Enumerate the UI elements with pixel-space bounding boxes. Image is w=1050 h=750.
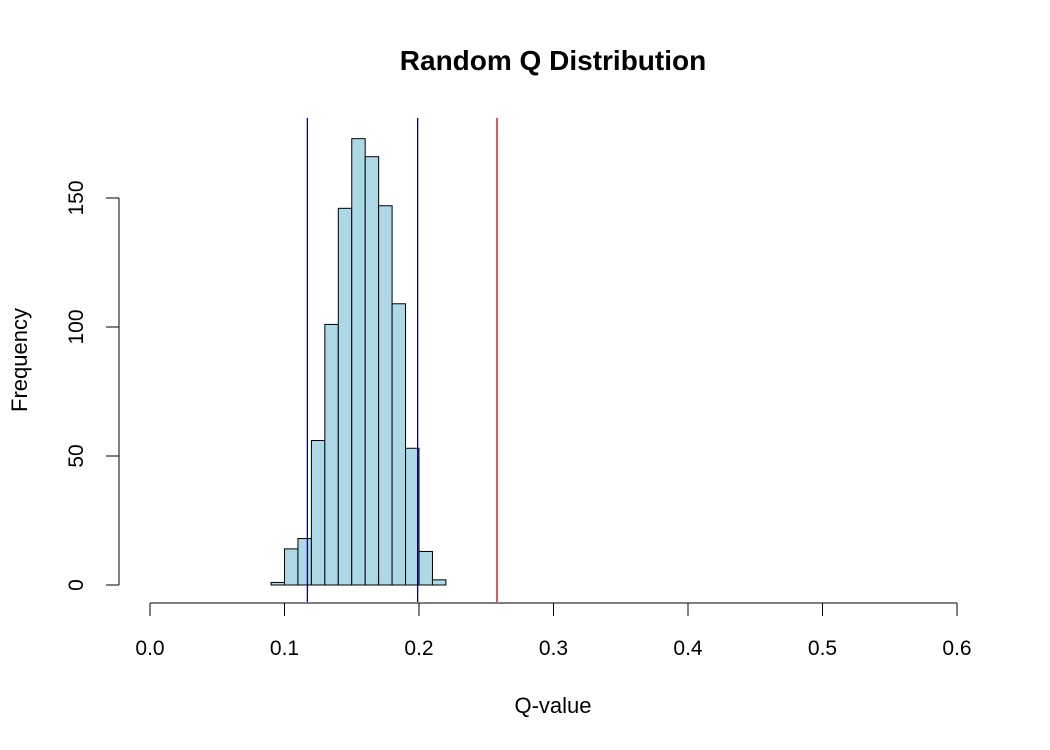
x-tick-label-6: 0.6 (942, 637, 971, 660)
histogram-bar-6 (351, 138, 366, 586)
histogram-bar-1 (284, 548, 299, 586)
x-tick-label-0: 0.0 (135, 637, 164, 660)
x-tick-label-4: 0.4 (673, 637, 703, 660)
x-tick-label-3: 0.3 (539, 637, 568, 660)
x-axis-label: Q-value (514, 693, 591, 718)
histogram-bar-0 (270, 581, 285, 586)
y-axis: 0 50 100 150 (65, 180, 120, 591)
histogram-bar-3 (310, 440, 326, 586)
histogram-bar-8 (378, 205, 393, 586)
histogram-bar-12 (431, 579, 447, 586)
histogram-bar-7 (364, 156, 380, 586)
y-tick-label-0: 0 (65, 579, 88, 591)
chart-title: Random Q Distribution (400, 45, 706, 76)
reference-lines (306, 118, 498, 602)
x-axis: 0.0 0.1 0.2 0.3 0.4 0.5 0.6 (135, 602, 972, 660)
y-tick-label-2: 100 (65, 309, 88, 344)
histogram-bar-10 (405, 447, 420, 586)
x-tick-label-2: 0.2 (404, 637, 433, 660)
histogram-bar-11 (418, 550, 433, 586)
histogram-bar-2 (297, 538, 312, 586)
x-tick-label-1: 0.1 (270, 637, 299, 660)
histogram-bar-5 (337, 207, 353, 586)
histogram-bar-9 (391, 303, 407, 586)
x-tick-label-5: 0.5 (808, 637, 837, 660)
y-axis-label: Frequency (7, 308, 32, 412)
histogram-bars (270, 138, 447, 586)
histogram-bar-4 (324, 323, 339, 586)
y-tick-label-3: 150 (65, 180, 88, 215)
y-tick-label-1: 50 (65, 444, 88, 467)
